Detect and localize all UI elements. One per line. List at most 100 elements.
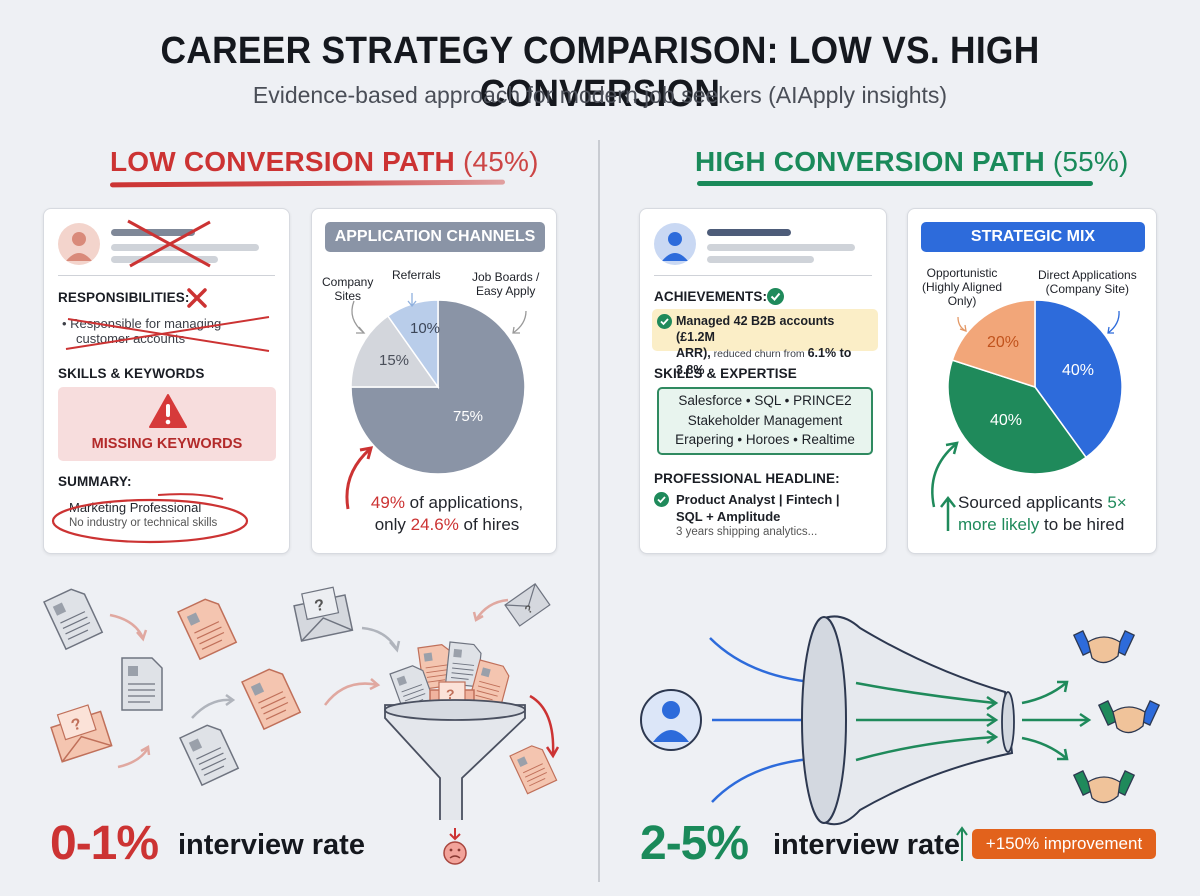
high-path-pct: (55%) xyxy=(1052,146,1129,177)
low-interview-rate-value: 0-1% xyxy=(50,817,159,870)
check-icon xyxy=(654,492,669,507)
label-line: Company xyxy=(322,275,374,289)
value-company-sites: 15% xyxy=(379,352,410,369)
skills-line: Salesforce • SQL • PRINCE2 xyxy=(678,393,852,408)
low-path-title-text: LOW CONVERSION PATH xyxy=(110,146,455,177)
label-line: Sites xyxy=(334,289,362,303)
page-subtitle: Evidence-based approach for modern job s… xyxy=(252,82,948,108)
low-path-title: LOW CONVERSION PATH (45%) xyxy=(110,146,539,178)
x-mark-icon xyxy=(187,288,207,308)
note-line-2: more likely to be hired xyxy=(958,514,1148,536)
skills-keywords-label: SKILLS & KEYWORDS xyxy=(58,366,205,381)
responsibility-line-1: • Responsible for managing xyxy=(62,316,222,331)
label-line: Opportunistic xyxy=(926,266,998,280)
targeted-funnel-illustration xyxy=(640,615,1161,826)
missing-keywords-box: MISSING KEYWORDS xyxy=(58,387,276,461)
text-placeholder-bar xyxy=(707,256,814,263)
label-line: Direct Applications xyxy=(1038,268,1137,282)
note-text: of applications, xyxy=(404,493,524,512)
improvement-badge: +150% improvement xyxy=(972,829,1156,859)
center-divider xyxy=(598,140,600,882)
note-text: Sourced applicants xyxy=(958,493,1108,512)
strategic-mix-title: STRATEGIC MIX xyxy=(921,222,1145,252)
label-direct-applications: Direct Applications (Company Site) xyxy=(1038,268,1137,296)
high-path-title: HIGH CONVERSION PATH (55%) xyxy=(695,146,1129,178)
warning-icon xyxy=(149,394,187,428)
note-text: to be hired xyxy=(1039,515,1125,534)
label-referrals: Referrals xyxy=(392,268,441,282)
achievement-bold: 6.1% to 3.8% xyxy=(676,346,852,377)
achievement-highlight: Managed 42 B2B accounts (£1.2M ARR), red… xyxy=(652,309,878,377)
note-line-1: Sourced applicants 5× xyxy=(958,492,1148,514)
handshake-icon xyxy=(1072,630,1136,664)
value-direct: 40% xyxy=(1062,362,1095,379)
achievement-line-1: Managed 42 B2B accounts (£1.2M xyxy=(676,314,835,344)
application-channels-pie xyxy=(345,293,527,510)
skills-line: Stakeholder Management xyxy=(687,412,843,428)
low-interview-rate-label: interview rate xyxy=(178,829,365,861)
avatar-icon xyxy=(654,223,696,265)
label-line: (Company Site) xyxy=(1045,282,1130,296)
text-placeholder-bar xyxy=(111,244,259,251)
value-opportunistic: 20% xyxy=(987,334,1020,351)
note-highlight: 5× xyxy=(1107,493,1127,512)
strong-resume-card: ACHIEVEMENTS: Managed 42 B2B accounts (£… xyxy=(639,208,887,554)
application-channels-title: APPLICATION CHANNELS xyxy=(325,222,545,252)
label-line: Easy Apply xyxy=(476,284,536,298)
achievements-label: ACHIEVEMENTS: xyxy=(654,289,768,304)
weak-resume-card: RESPONSIBILITIES: • Responsible for mana… xyxy=(43,208,290,554)
svg-text:?: ? xyxy=(446,686,455,702)
envelope-question-icon: ? xyxy=(50,704,113,763)
strategic-mix-card: STRATEGIC MIX Opportunistic (Highly Alig… xyxy=(907,208,1157,554)
note-line-1: 49% of applications, xyxy=(342,492,552,514)
note-highlight: more likely xyxy=(958,515,1040,534)
separator xyxy=(654,275,872,276)
note-text: of hires xyxy=(458,515,520,534)
professional-headline-label: PROFESSIONAL HEADLINE: xyxy=(654,471,840,486)
skills-line: Erapering • Horoes • Realtime xyxy=(675,432,855,447)
note-text: only xyxy=(374,515,411,534)
note-line-2: only 24.6% of hires xyxy=(342,514,552,536)
strikethrough-icon xyxy=(65,316,270,352)
note-pct: 24.6% xyxy=(410,515,459,534)
name-placeholder-bar xyxy=(111,229,195,236)
high-path-underline xyxy=(697,181,1093,186)
text-placeholder-bar xyxy=(111,256,218,263)
value-job-boards: 75% xyxy=(453,408,484,425)
missing-keywords-text: MISSING KEYWORDS xyxy=(91,436,243,452)
page-title: CAREER STRATEGY COMPARISON: LOW VS. HIGH… xyxy=(160,30,1040,115)
value-referrals: 10% xyxy=(410,320,441,337)
label-job-boards: Job Boards / Easy Apply xyxy=(472,270,539,298)
scattered-applications-illustration: ? ? ? ? xyxy=(43,583,560,820)
label-line: (Highly Aligned xyxy=(922,280,1003,294)
headline-detail: 3 years shipping analytics... xyxy=(676,526,818,538)
channels-note: 49% of applications, only 24.6% of hires xyxy=(342,492,552,536)
handshake-icon xyxy=(1097,700,1161,734)
funnel-icon: ? xyxy=(384,641,526,820)
label-company-sites: Company Sites xyxy=(322,275,373,303)
responsibilities-label: RESPONSIBILITIES: xyxy=(58,290,190,305)
high-interview-rate-label: interview rate xyxy=(773,829,960,861)
skills-box: Salesforce • SQL • PRINCE2 Stakeholder M… xyxy=(657,387,873,455)
label-line: Job Boards / xyxy=(472,270,540,284)
separator xyxy=(58,275,275,276)
up-arrow-icon xyxy=(956,826,968,861)
mix-note: Sourced applicants 5× more likely to be … xyxy=(958,492,1148,536)
note-pct: 49% xyxy=(370,493,405,512)
circle-highlight-icon xyxy=(51,493,249,544)
high-path-title-text: HIGH CONVERSION PATH xyxy=(695,146,1045,177)
achievement-small: reduced churn from xyxy=(710,348,808,360)
svg-text:?: ? xyxy=(313,597,326,616)
person-icon xyxy=(640,689,702,751)
achievement-bold: ARR), xyxy=(676,346,711,360)
low-path-pct: (45%) xyxy=(462,146,539,177)
label-opportunistic: Opportunistic (Highly Aligned Only) xyxy=(922,266,1002,308)
skills-expertise-label: SKILLS & EXPERTISE xyxy=(654,366,797,381)
check-icon xyxy=(767,288,784,305)
achievement-text: Managed 42 B2B accounts (£1.2M ARR), red… xyxy=(676,313,876,378)
sad-face-icon xyxy=(443,828,467,865)
headline-text: Product Analyst | Fintech | SQL + Amplit… xyxy=(676,491,840,525)
cross-out-icon xyxy=(127,219,211,268)
summary-label: SUMMARY: xyxy=(58,474,132,489)
low-path-underline xyxy=(109,179,506,188)
